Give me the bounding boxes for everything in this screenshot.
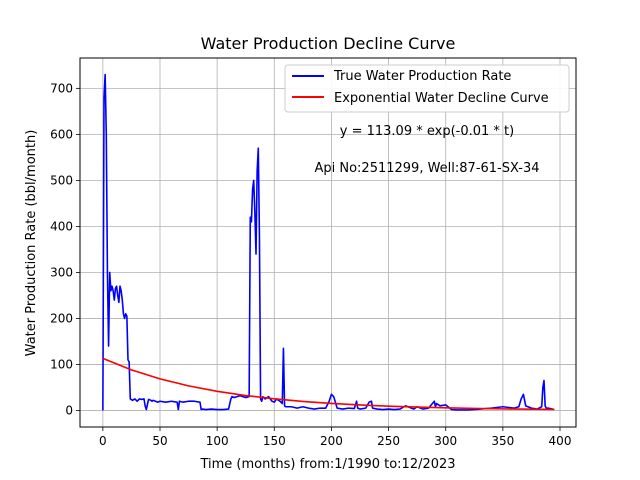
grid-lines — [80, 58, 576, 427]
y-tick-label: 300 — [50, 265, 73, 279]
y-tick-label: 700 — [50, 81, 73, 95]
x-tick-label: 400 — [549, 434, 572, 448]
y-tick-label: 600 — [50, 127, 73, 141]
y-tick-label: 400 — [50, 219, 73, 233]
x-tick-label: 150 — [263, 434, 286, 448]
x-tick-label: 350 — [491, 434, 514, 448]
y-tick-label: 100 — [50, 357, 73, 371]
true-water-rate-line — [102, 73, 555, 411]
x-tick-label: 0 — [99, 434, 107, 448]
x-tick-label: 200 — [320, 434, 343, 448]
well-annotation: Api No:2511299, Well:87-61-SX-34 — [314, 161, 539, 176]
legend-box — [284, 64, 570, 113]
y-tick-label: 200 — [50, 311, 73, 325]
y-tick-label: 500 — [50, 173, 73, 187]
exponential-decline-line — [102, 357, 555, 411]
annotations: y = 113.09 * exp(-0.01 * t) Api No:25112… — [314, 124, 539, 176]
x-tick-label: 250 — [377, 434, 400, 448]
x-tick-label: 300 — [434, 434, 457, 448]
x-axis-label: Time (months) from:1/1990 to:12/2023 — [199, 457, 455, 472]
chart-title: Water Production Decline Curve — [201, 34, 456, 53]
y-tick-label: 0 — [65, 403, 73, 417]
axis-ticks: 0 50 100 150 200 250 300 350 400 0 100 200 300 400 500… — [50, 81, 571, 448]
x-tick-label: 100 — [206, 434, 229, 448]
legend-label-exponential-curve: Exponential Water Decline Curve — [334, 91, 549, 106]
equation-annotation: y = 113.09 * exp(-0.01 * t) — [340, 124, 514, 139]
y-axis-label: Water Production Rate (bbl/month) — [24, 130, 39, 357]
plot-series — [102, 73, 555, 411]
legend: True Water Production Rate Exponential W… — [284, 64, 570, 113]
legend-label-true-rate: True Water Production Rate — [333, 69, 511, 84]
x-tick-label: 50 — [152, 434, 167, 448]
plot-frame — [79, 57, 577, 428]
